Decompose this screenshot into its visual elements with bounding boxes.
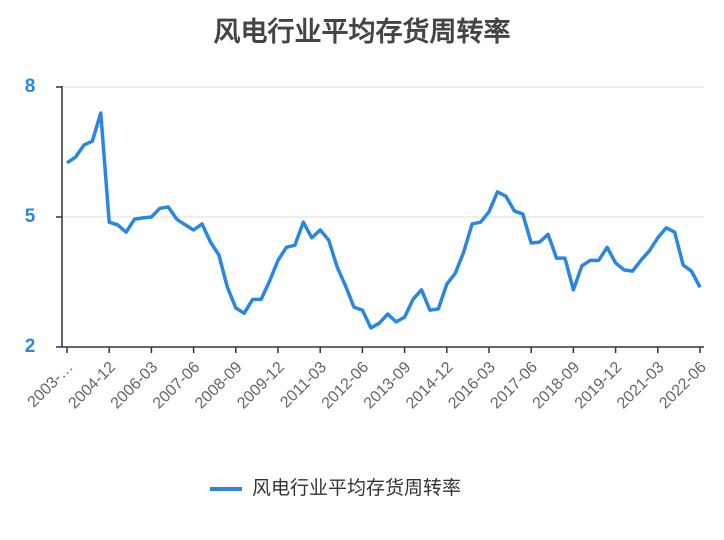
- chart-title: 风电行业平均存货周转率: [214, 16, 511, 47]
- y-tick-label: 5: [25, 206, 36, 227]
- y-tick-label: 8: [25, 76, 36, 97]
- x-tick-label: 2009-12: [234, 359, 288, 413]
- y-tick-label: 2: [25, 336, 36, 357]
- x-tick-label: 2022-06: [656, 359, 710, 413]
- legend-label: 风电行业平均存货周转率: [252, 477, 461, 499]
- data-line: [66, 111, 702, 330]
